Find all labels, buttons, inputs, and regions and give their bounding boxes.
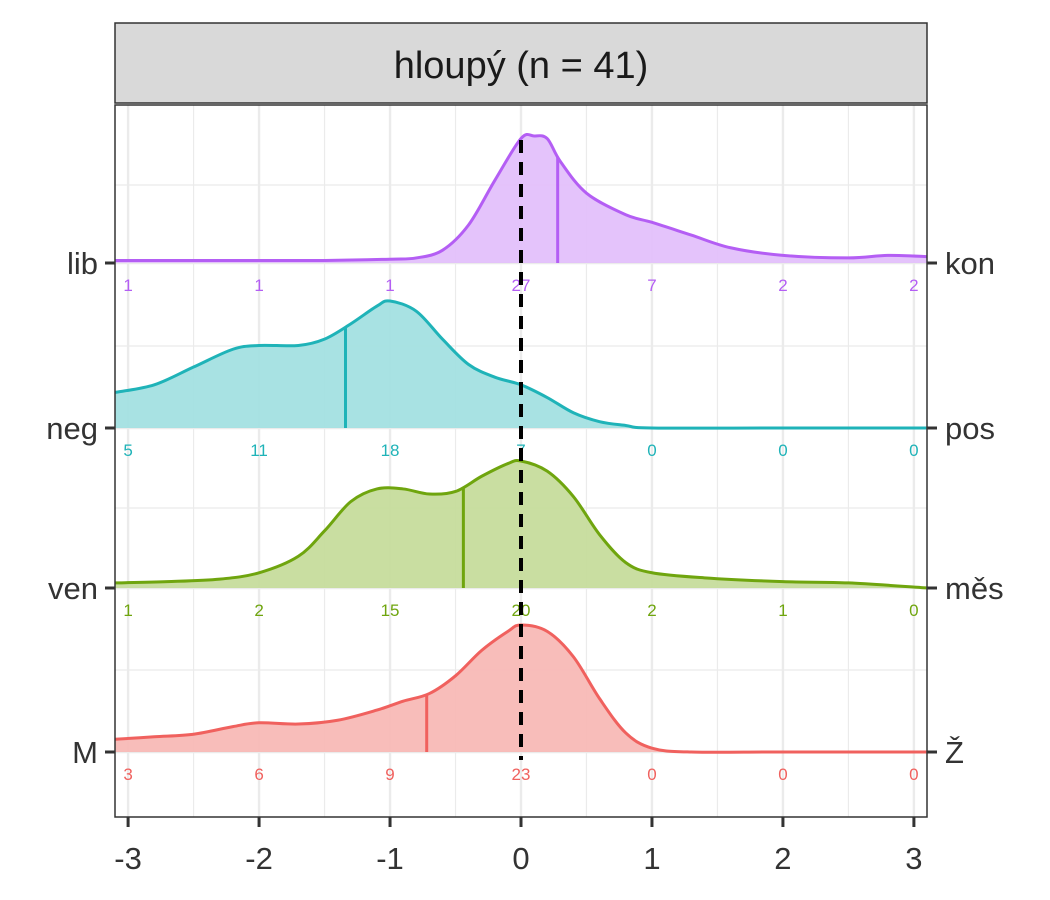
density-line [115,132,928,263]
density-line [114,459,928,590]
x-tick-label: -3 [114,841,142,876]
y-label-right: měs [945,571,1004,606]
y-label-right: Ž [945,735,964,770]
y-label-left: neg [46,411,98,446]
x-tick-label: -2 [245,841,273,876]
count-label: 27 [512,276,531,295]
count-label: 0 [909,765,918,784]
count-label: 9 [385,765,394,784]
y-label-left: M [72,735,98,770]
count-label: 1 [123,601,132,620]
count-label: 15 [381,601,400,620]
count-label: 0 [778,765,787,784]
density-area [115,300,927,429]
count-label: 18 [381,441,400,460]
count-label: 7 [647,276,656,295]
counts-layer: 1112772251118700012152021036923000 [123,276,918,784]
count-label: 5 [123,441,132,460]
count-label: 1 [123,276,132,295]
count-label: 0 [647,441,656,460]
count-label: 2 [909,276,918,295]
count-label: 2 [778,276,787,295]
count-label: 2 [647,601,656,620]
x-tick-label: 2 [774,841,791,876]
x-tick-label: 3 [905,841,922,876]
count-label: 11 [250,441,268,460]
count-label: 0 [909,601,918,620]
count-label: 0 [909,441,918,460]
count-label: 1 [778,601,787,620]
count-label: 1 [254,276,263,295]
chart-title: hloupý (n = 41) [394,45,649,87]
count-label: 0 [647,765,656,784]
count-label: 6 [254,765,263,784]
count-label: 1 [385,276,394,295]
density-line [114,623,927,754]
count-label: 23 [512,765,531,784]
y-label-right: pos [945,411,995,446]
density-line [114,299,927,430]
y-label-right: kon [945,246,995,281]
count-label: 3 [123,765,132,784]
facet-strip-background [114,22,928,104]
count-label: 2 [254,601,263,620]
x-tick-label: -1 [376,841,404,876]
y-label-left: ven [48,571,98,606]
density-area [115,625,927,753]
count-label: 0 [778,441,787,460]
facet-strip: hloupý (n = 41) [114,22,928,104]
density-area [115,134,927,263]
x-tick-label: 1 [643,841,660,876]
y-label-left: lib [67,246,98,281]
x-tick-label: 0 [512,841,529,876]
